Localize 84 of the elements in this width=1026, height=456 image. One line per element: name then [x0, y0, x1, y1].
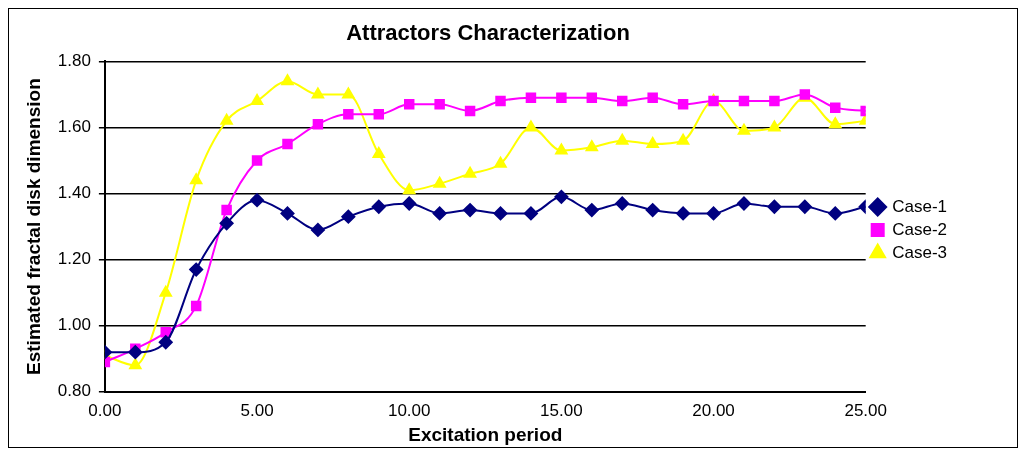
- point: [736, 196, 751, 211]
- point: [281, 74, 294, 86]
- point: [738, 95, 750, 107]
- y-tick-label: 1.00: [57, 315, 91, 335]
- point: [190, 300, 202, 312]
- point: [584, 203, 599, 218]
- point: [524, 120, 538, 132]
- point: [767, 199, 782, 214]
- point: [434, 99, 445, 110]
- point: [493, 206, 508, 221]
- point: [463, 166, 477, 178]
- point: [402, 196, 417, 211]
- y-axis-title: Estimated fractal disk dimension: [22, 78, 44, 375]
- point: [372, 146, 385, 158]
- legend-label: Case-2: [892, 219, 948, 239]
- point: [341, 209, 356, 224]
- point: [220, 113, 233, 125]
- point: [556, 92, 567, 103]
- point: [311, 87, 325, 99]
- point: [615, 196, 630, 211]
- point: [830, 102, 841, 113]
- point: [676, 133, 690, 145]
- point: [523, 206, 538, 221]
- point: [828, 206, 843, 221]
- point: [645, 203, 660, 218]
- point: [463, 203, 478, 218]
- legend-label: Case-3: [892, 242, 948, 262]
- point: [525, 92, 537, 103]
- point: [251, 155, 263, 166]
- x-tick-label: 5.00: [240, 400, 274, 420]
- point: [464, 105, 476, 117]
- point: [219, 216, 234, 231]
- point: [312, 118, 324, 130]
- x-tick-label: 15.00: [540, 400, 583, 420]
- point: [158, 335, 173, 350]
- point: [706, 206, 721, 221]
- point: [159, 285, 172, 297]
- point: [403, 183, 416, 195]
- y-tick-label: 1.40: [57, 183, 91, 203]
- point: [677, 99, 689, 110]
- point: [282, 138, 293, 150]
- chart-title: Attractors Characterization: [346, 20, 630, 46]
- point: [586, 92, 598, 103]
- point: [646, 137, 659, 148]
- point: [403, 99, 415, 110]
- point: [129, 358, 142, 370]
- point: [647, 92, 658, 103]
- point: [189, 262, 204, 277]
- x-axis-title: Excitation period: [408, 423, 563, 445]
- point: [432, 206, 447, 221]
- y-tick-label: 1.80: [57, 51, 91, 71]
- legend-label: Case-1: [892, 196, 948, 216]
- point: [555, 143, 568, 155]
- point: [768, 120, 781, 132]
- point: [495, 95, 506, 107]
- point: [737, 123, 751, 135]
- point: [310, 222, 325, 237]
- point: [676, 206, 691, 221]
- point: [250, 94, 264, 106]
- point: [221, 204, 232, 216]
- point: [494, 156, 507, 168]
- y-tick-label: 1.60: [57, 117, 91, 137]
- point: [371, 199, 386, 214]
- point: [585, 140, 598, 152]
- point: [373, 109, 385, 120]
- point: [769, 95, 780, 107]
- point: [829, 117, 842, 129]
- x-tick-label: 10.00: [387, 400, 431, 420]
- point: [189, 173, 203, 185]
- x-tick-label: 0.00: [88, 400, 122, 420]
- point: [342, 87, 355, 99]
- y-tick-label: 0.80: [57, 381, 91, 401]
- x-tick-label: 25.00: [844, 400, 887, 420]
- x-tick-label: 20.00: [692, 400, 735, 420]
- point: [554, 189, 569, 204]
- y-tick-label: 1.20: [57, 249, 91, 269]
- point: [616, 133, 629, 145]
- point: [433, 176, 446, 188]
- point: [250, 193, 265, 208]
- point: [797, 199, 812, 214]
- point: [617, 95, 628, 107]
- point: [343, 109, 354, 120]
- point: [280, 206, 295, 221]
- point: [128, 345, 143, 360]
